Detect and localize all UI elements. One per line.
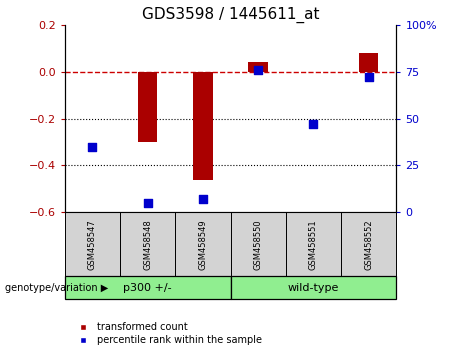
Point <box>199 196 207 202</box>
Bar <box>120 212 175 276</box>
Text: GSM458548: GSM458548 <box>143 219 152 270</box>
Bar <box>65 212 120 276</box>
Point <box>310 121 317 127</box>
Text: wild-type: wild-type <box>288 282 339 293</box>
Text: p300 +/-: p300 +/- <box>123 282 172 293</box>
Point <box>254 67 262 73</box>
Bar <box>230 276 396 299</box>
Bar <box>175 212 230 276</box>
Bar <box>248 62 268 72</box>
Bar <box>138 72 157 142</box>
Bar <box>193 72 213 179</box>
Bar <box>65 276 230 299</box>
Text: GSM458552: GSM458552 <box>364 219 373 270</box>
Legend: transformed count, percentile rank within the sample: transformed count, percentile rank withi… <box>70 319 266 349</box>
Text: GSM458547: GSM458547 <box>88 219 97 270</box>
Point <box>365 74 372 80</box>
Bar <box>359 53 378 72</box>
Text: GSM458549: GSM458549 <box>198 219 207 270</box>
Point <box>144 200 151 206</box>
Bar <box>341 212 396 276</box>
Bar <box>286 212 341 276</box>
Bar <box>230 212 286 276</box>
Text: GSM458550: GSM458550 <box>254 219 263 270</box>
Text: genotype/variation ▶: genotype/variation ▶ <box>5 282 108 293</box>
Point <box>89 144 96 149</box>
Title: GDS3598 / 1445611_at: GDS3598 / 1445611_at <box>142 7 319 23</box>
Text: GSM458551: GSM458551 <box>309 219 318 270</box>
